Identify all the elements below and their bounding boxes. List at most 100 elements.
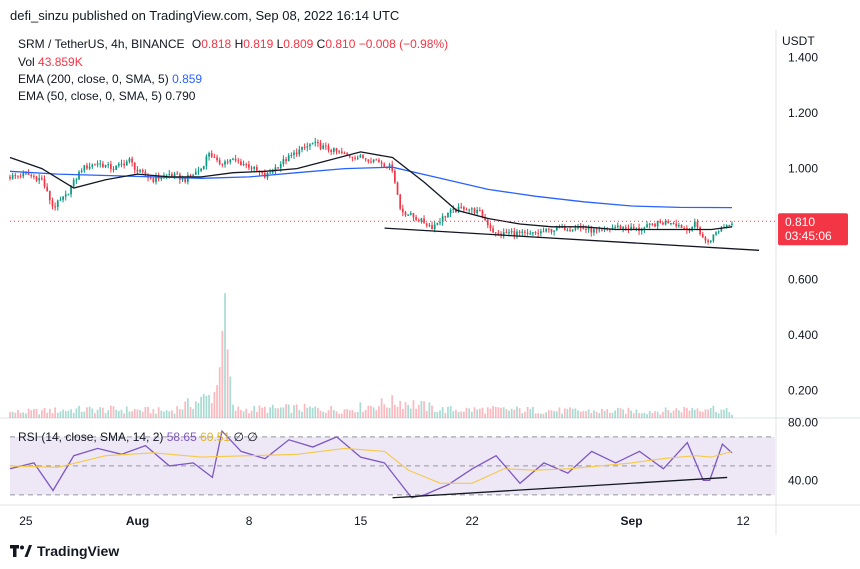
volume-bar [176, 406, 179, 418]
symbol-legend[interactable]: SRM / TetherUS, 4h, BINANCE O0.818 H0.81… [18, 37, 448, 51]
candle [370, 161, 372, 163]
volume-bar [19, 412, 22, 418]
volume-bar [261, 407, 264, 418]
candle [715, 232, 717, 235]
volume-bar [447, 406, 449, 418]
volume-bar [133, 409, 136, 418]
price-tick-label: 1.400 [788, 51, 818, 65]
candle [144, 171, 147, 176]
candle [696, 221, 699, 228]
candle [593, 229, 595, 233]
tradingview-brand: TradingView [37, 543, 120, 559]
candle [293, 152, 295, 155]
volume-bar [449, 406, 452, 418]
symbol-name[interactable]: SRM / TetherUS, 4h, BINANCE [18, 37, 185, 51]
volume-bar [640, 413, 643, 418]
axes-layer: USDT 1.400 1.200 1.000 0.600 0.400 0.200 80.00 4… [19, 34, 818, 528]
volume-bar [346, 409, 348, 418]
volume-bar [78, 405, 80, 418]
volume-bar [659, 414, 662, 418]
volume-bar [635, 409, 638, 418]
candle [218, 160, 221, 164]
volume-bar [707, 409, 709, 418]
volume-bar [290, 412, 293, 418]
last-price-tag[interactable] [778, 213, 848, 246]
volume-legend[interactable]: Vol 43.859K [18, 55, 83, 69]
candle [375, 159, 378, 161]
volume-bar [293, 405, 295, 418]
candle [200, 168, 202, 171]
candle [699, 227, 701, 235]
volume-bar [404, 402, 407, 418]
ema50-legend[interactable]: EMA (50, close, 0, SMA, 5) 0.790 [18, 89, 195, 103]
volume-bar [675, 408, 678, 418]
volume-bar [123, 413, 125, 418]
candle [88, 166, 91, 169]
volume-bar [386, 407, 388, 418]
volume-bar [370, 405, 372, 418]
candle [120, 163, 123, 165]
candle [11, 175, 14, 179]
candle [616, 225, 619, 228]
candle [404, 212, 407, 216]
candle [486, 219, 489, 226]
candle [226, 161, 229, 163]
candle [693, 221, 696, 227]
candle [40, 178, 43, 180]
rsi-tick-label: 40.00 [788, 473, 818, 487]
candle [516, 231, 518, 236]
candle [569, 229, 571, 231]
candle [484, 217, 486, 220]
candle [728, 224, 731, 226]
volume-bar [128, 411, 131, 418]
rsi-line[interactable] [9, 429, 733, 499]
ema200-legend[interactable]: EMA (200, close, 0, SMA, 5) 0.859 [18, 72, 202, 86]
volume-bar [141, 411, 144, 418]
candle [704, 237, 707, 241]
candle [542, 231, 545, 233]
ema50-line[interactable] [9, 151, 733, 231]
candle [614, 227, 617, 229]
volume-bar [11, 411, 14, 418]
rsi-support-trendline[interactable] [392, 476, 728, 499]
volume-bar [497, 407, 500, 418]
volume-bar [545, 412, 548, 418]
candle [425, 223, 428, 226]
volume-bar [463, 411, 465, 418]
candle [672, 223, 675, 225]
candle [168, 174, 171, 176]
candle [378, 160, 380, 163]
volume-bar [683, 406, 686, 418]
volume-bar [619, 408, 622, 418]
candle [497, 233, 500, 235]
volume-bar [317, 408, 319, 418]
volume-bar [298, 410, 301, 418]
candle [51, 200, 54, 207]
candle [444, 216, 447, 218]
rsi-legend[interactable]: RSI (14, close, SMA, 14, 2) 58.65 60.51 … [18, 430, 258, 444]
rsi-label: RSI (14, close, SMA, 14, 2) [18, 430, 164, 444]
change-value: −0.008 (−0.98%) [358, 37, 449, 51]
volume-label: Vol [18, 55, 35, 69]
support-trendline[interactable] [384, 227, 760, 251]
volume-bar [542, 413, 545, 418]
candle [181, 177, 184, 180]
candle [139, 169, 141, 172]
candle [457, 206, 460, 213]
volume-bar [80, 411, 83, 418]
candle [521, 231, 524, 233]
ema200-line[interactable] [9, 166, 733, 209]
volume-bar [699, 411, 701, 418]
candle [651, 223, 654, 225]
candle [463, 207, 465, 210]
volume-bar [609, 412, 611, 418]
rsi-ma-line[interactable] [9, 447, 733, 484]
candle [417, 219, 420, 222]
candle [635, 227, 638, 229]
volume-bar [309, 406, 311, 418]
tradingview-footer[interactable]: TradingView [10, 543, 119, 559]
volume-bar [54, 407, 56, 418]
candle [394, 170, 396, 183]
ema200-value: 0.859 [172, 72, 203, 86]
